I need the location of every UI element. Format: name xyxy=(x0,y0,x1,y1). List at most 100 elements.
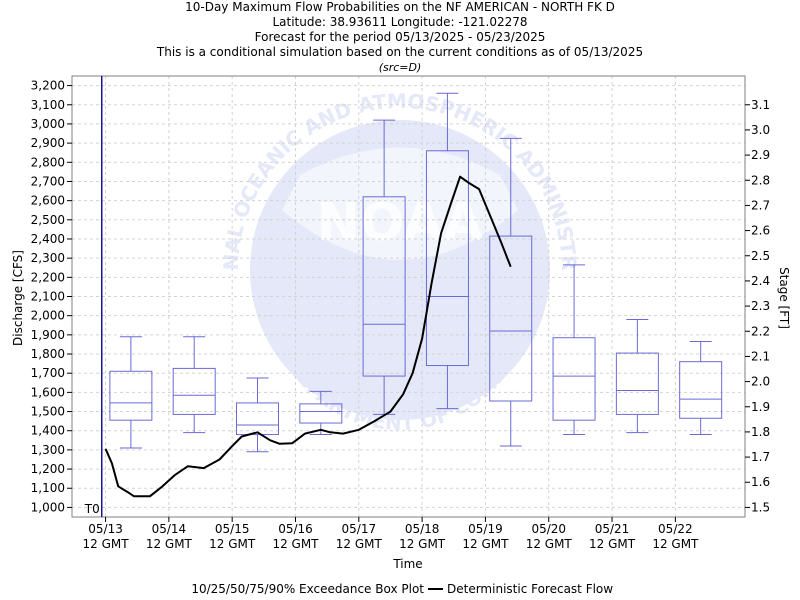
x-tick-label: 05/14 xyxy=(152,522,187,536)
box-iqr xyxy=(299,403,343,424)
chart-period: Forecast for the period 05/13/2025 - 05/… xyxy=(254,30,546,44)
chart-location: Latitude: 38.93611 Longitude: -121.02278 xyxy=(272,15,528,29)
y-tick-label-right: 1.6 xyxy=(751,475,770,489)
exceedance-box xyxy=(679,341,723,436)
y-tick-label-left: 1,200 xyxy=(31,462,65,476)
x-tick-sublabel: 12 GMT xyxy=(526,537,573,551)
y-tick-label-left: 2,100 xyxy=(31,290,65,304)
box-iqr xyxy=(236,402,280,436)
x-tick-sublabel: 12 GMT xyxy=(336,537,383,551)
legend-line-label: Deterministic Forecast Flow xyxy=(447,582,613,596)
y-tick-label-left: 2,900 xyxy=(31,136,65,150)
y-tick-label-right: 1.7 xyxy=(751,450,770,464)
x-tick-label: 05/16 xyxy=(278,522,313,536)
y-tick-label-left: 1,600 xyxy=(31,385,65,399)
chart-note: This is a conditional simulation based o… xyxy=(156,45,644,59)
noaa-watermark: NOAANATIONAL OCEANIC AND ATMOSPHERIC ADM… xyxy=(0,0,581,435)
y-tick-label-left: 1,500 xyxy=(31,405,65,419)
y-tick-label-right: 1.8 xyxy=(751,425,770,439)
box-iqr xyxy=(362,196,406,377)
y-tick-label-right: 2.8 xyxy=(751,173,770,187)
x-tick-label: 05/13 xyxy=(88,522,123,536)
x-tick-label: 05/15 xyxy=(215,522,250,536)
y-tick-label-left: 2,600 xyxy=(31,194,65,208)
y-tick-label-left: 1,000 xyxy=(31,500,65,514)
exceedance-box xyxy=(236,377,280,453)
t0-label: T0 xyxy=(84,502,100,516)
x-tick-label: 05/18 xyxy=(405,522,440,536)
box-iqr xyxy=(615,352,659,415)
x-tick-sublabel: 12 GMT xyxy=(652,537,699,551)
exceedance-boxes xyxy=(109,92,723,453)
x-tick-label: 05/21 xyxy=(595,522,630,536)
x-tick-sublabel: 12 GMT xyxy=(83,537,130,551)
y-tick-label-right: 3.0 xyxy=(751,123,770,137)
grid-lines xyxy=(72,76,745,517)
exceedance-box xyxy=(552,264,596,436)
y-tick-label-left: 3,000 xyxy=(31,117,65,131)
deterministic-flow-line xyxy=(104,175,512,498)
box-iqr xyxy=(552,337,596,421)
exceedance-box xyxy=(109,336,153,449)
y-tick-label-right: 2.2 xyxy=(751,324,770,338)
y-axis-label-left: Discharge [CFS] xyxy=(11,250,25,346)
y-tick-label-right: 2.3 xyxy=(751,299,770,313)
y-tick-label-right: 3.1 xyxy=(751,98,770,112)
chart-title: 10-Day Maximum Flow Probabilities on the… xyxy=(185,0,615,14)
exceedance-box xyxy=(299,390,343,436)
y-tick-label-left: 2,000 xyxy=(31,309,65,323)
box-iqr xyxy=(172,367,216,415)
y-tick-label-left: 2,800 xyxy=(31,155,65,169)
legend-box-label: 10/25/50/75/90% Exceedance Box Plot xyxy=(191,582,424,596)
x-tick-label: 05/19 xyxy=(468,522,503,536)
y-tick-label-left: 2,400 xyxy=(31,232,65,246)
legend: 10/25/50/75/90% Exceedance Box Plot Dete… xyxy=(191,582,613,596)
chart-source: (src=D) xyxy=(378,61,422,74)
box-iqr xyxy=(425,150,469,367)
y-tick-label-left: 2,700 xyxy=(31,174,65,188)
y-tick-label-left: 1,100 xyxy=(31,481,65,495)
y-tick-label-right: 2.1 xyxy=(751,349,770,363)
y-tick-label-left: 2,500 xyxy=(31,213,65,227)
y-tick-label-left: 1,300 xyxy=(31,443,65,457)
y-tick-label-right: 2.4 xyxy=(751,274,770,288)
y-tick-label-right: 2.5 xyxy=(751,249,770,263)
watermark-bird xyxy=(282,147,518,260)
box-iqr xyxy=(679,361,723,419)
x-tick-sublabel: 12 GMT xyxy=(209,537,256,551)
y-tick-label-left: 2,300 xyxy=(31,251,65,265)
x-tick-sublabel: 12 GMT xyxy=(462,537,509,551)
y-tick-label-left: 1,400 xyxy=(31,424,65,438)
x-tick-sublabel: 12 GMT xyxy=(146,537,193,551)
x-axis-label: Time xyxy=(392,557,422,571)
y-tick-label-left: 3,200 xyxy=(31,79,65,93)
box-iqr xyxy=(109,370,153,421)
y-tick-label-right: 1.5 xyxy=(751,500,770,514)
y-tick-label-left: 1,800 xyxy=(31,347,65,361)
y-tick-label-left: 1,900 xyxy=(31,328,65,342)
y-tick-label-right: 2.7 xyxy=(751,198,770,212)
t0-marker: T0 xyxy=(84,76,103,517)
y-tick-label-left: 2,200 xyxy=(31,270,65,284)
exceedance-box xyxy=(425,92,469,410)
y-tick-label-right: 2.0 xyxy=(751,375,770,389)
x-tick-label: 05/22 xyxy=(658,522,693,536)
y-tick-label-left: 3,100 xyxy=(31,98,65,112)
x-tick-sublabel: 12 GMT xyxy=(399,537,446,551)
y-tick-label-right: 1.9 xyxy=(751,400,770,414)
x-tick-sublabel: 12 GMT xyxy=(589,537,636,551)
exceedance-box xyxy=(172,336,216,434)
chart-titles: 10-Day Maximum Flow Probabilities on the… xyxy=(0,0,800,75)
watermark-logo-text: NOAA xyxy=(317,193,484,253)
y-tick-label-right: 2.6 xyxy=(751,224,770,238)
exceedance-box xyxy=(362,119,406,415)
x-tick-sublabel: 12 GMT xyxy=(272,537,319,551)
y-axis-left: 1,000 1,100 1,200 1,300 1,400 1,500 1,600 1,700… xyxy=(31,79,72,514)
y-tick-label-left: 1,700 xyxy=(31,366,65,380)
exceedance-box xyxy=(489,137,533,447)
box-iqr xyxy=(489,235,533,402)
y-axis-right: 3.1 3.0 2.9 2.8 2.7 2.6 2.5 2.4 2.3 2.2 2.1 2.0 1.9 1… xyxy=(745,98,770,514)
y-axis-label-right: Stage [FT] xyxy=(777,267,791,329)
